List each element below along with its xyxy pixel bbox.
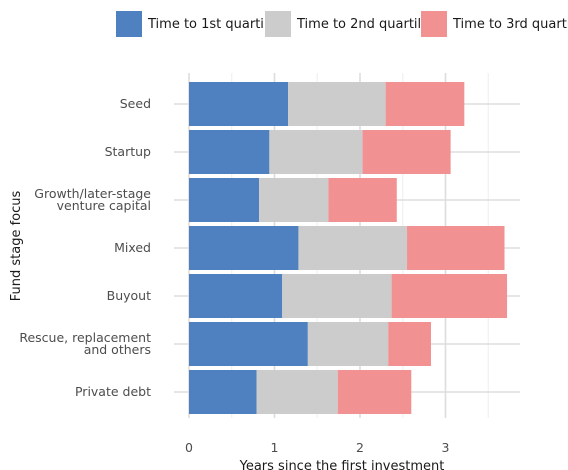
bar-3-2 <box>362 130 451 174</box>
x-tick-label: 2 <box>356 440 364 455</box>
bar-1-7 <box>189 370 257 414</box>
bar-2-1 <box>288 82 386 126</box>
y-axis-title: Fund stage focus <box>9 191 24 302</box>
category-label: Startup <box>105 144 151 159</box>
category-label: Seed <box>120 96 151 111</box>
bar-2-5 <box>282 274 392 318</box>
x-tick-label: 0 <box>185 440 193 455</box>
category-label: Buyout <box>107 288 151 303</box>
legend-item-3: Time to 3rd quartile <box>421 11 568 37</box>
legend-label: Time to 1st quartile <box>148 16 276 32</box>
category-label: venture capital <box>57 198 151 213</box>
category-label: Mixed <box>114 240 151 255</box>
bar-2-4 <box>298 226 408 270</box>
bar-3-7 <box>337 370 412 414</box>
bar-1-1 <box>189 82 289 126</box>
category-label: and others <box>84 342 151 357</box>
x-axis-title: Years since the first investment <box>239 459 445 470</box>
bar-2-2 <box>269 130 363 174</box>
legend: Time to 1st quartile Time to 2nd quartile… <box>0 11 568 41</box>
bar-1-4 <box>189 226 299 270</box>
category-label: Rescue, replacement <box>19 330 151 345</box>
bar-3-3 <box>328 178 397 222</box>
bar-2-7 <box>256 370 338 414</box>
bar-3-5 <box>391 274 508 318</box>
legend-item-1: Time to 1st quartile <box>116 11 276 37</box>
category-label: Growth/later-stage <box>34 186 151 201</box>
bar-2-3 <box>259 178 329 222</box>
bar-2-6 <box>307 322 389 366</box>
legend-swatch <box>421 11 447 37</box>
legend-swatch <box>116 11 142 37</box>
bar-1-5 <box>189 274 283 318</box>
bar-3-1 <box>385 82 465 126</box>
category-label: Private debt <box>75 384 151 399</box>
bar-1-2 <box>189 130 270 174</box>
legend-item-2: Time to 2nd quartile <box>265 11 429 37</box>
x-tick-label: 1 <box>271 440 279 455</box>
bar-1-3 <box>189 178 260 222</box>
bar-1-6 <box>189 322 308 366</box>
bar-3-6 <box>388 322 431 366</box>
legend-label: Time to 3rd quartile <box>453 16 568 32</box>
x-tick-label: 3 <box>442 440 450 455</box>
bar-3-4 <box>407 226 505 270</box>
legend-swatch <box>265 11 291 37</box>
legend-label: Time to 2nd quartile <box>297 16 430 32</box>
